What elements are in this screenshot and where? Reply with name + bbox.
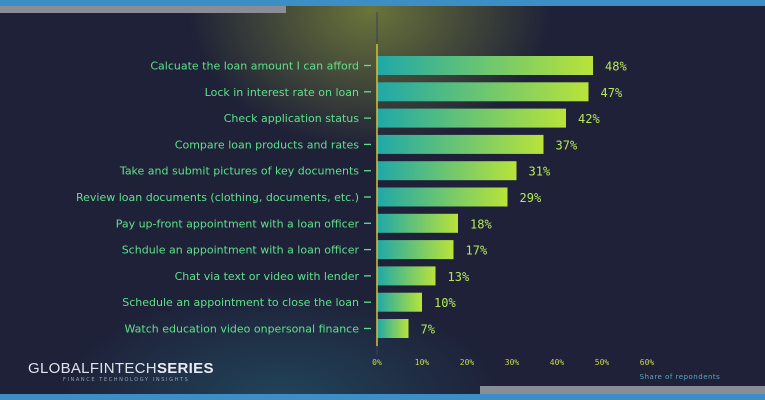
category-label: Compare loan products and rates <box>175 138 359 151</box>
x-tick-label: 0% <box>372 358 382 367</box>
x-tick-label: 10% <box>415 358 430 367</box>
value-label: 10% <box>434 296 456 310</box>
bar <box>377 266 436 286</box>
top-accent-bar <box>0 0 765 6</box>
value-label: 29% <box>520 191 542 205</box>
x-tick-label: 30% <box>505 358 520 367</box>
category-label: Take and submit pictures of key document… <box>119 165 359 178</box>
category-label: Review loan documents (clothing, documen… <box>76 191 359 204</box>
bar <box>377 240 454 260</box>
bar <box>377 213 458 233</box>
bar <box>377 187 508 207</box>
bar <box>377 134 544 154</box>
bar <box>377 108 566 128</box>
logo-text-secondary: SERIES <box>156 360 214 377</box>
bar <box>377 56 593 75</box>
bar <box>377 82 589 102</box>
bar <box>377 319 409 338</box>
value-label: 42% <box>578 112 600 126</box>
category-label: Pay up-front appointment with a loan off… <box>116 217 360 230</box>
category-label: Schdule an appointment with a loan offic… <box>122 244 360 257</box>
value-label: 13% <box>448 270 470 284</box>
category-label: Schedule an appointment to close the loa… <box>122 296 359 309</box>
bar <box>377 161 517 181</box>
category-label: Check application status <box>224 112 360 125</box>
category-label: Calcuate the loan amount I can afford <box>150 60 359 73</box>
global-fintech-series-logo: GLOBALFINTECHSERIES FINANCE TECHNOLOGY I… <box>28 360 214 384</box>
category-label: Lock in interest rate on loan <box>205 86 359 99</box>
x-tick-label: 50% <box>595 358 610 367</box>
x-tick-label: 20% <box>460 358 475 367</box>
bottom-right-gray-bar <box>480 386 765 394</box>
value-label: 48% <box>605 60 627 74</box>
bottom-accent-bar <box>0 394 765 400</box>
category-label: Watch education video onpersonal finance <box>125 323 360 336</box>
logo-text-primary: GLOBALFINTECH <box>28 360 157 377</box>
x-axis-label: Share of repondents <box>640 373 721 381</box>
bar <box>377 292 422 312</box>
x-tick-label: 60% <box>640 358 655 367</box>
value-label: 7% <box>421 323 436 337</box>
value-label: 17% <box>466 244 488 258</box>
value-label: 31% <box>529 165 551 179</box>
value-label: 18% <box>470 217 492 231</box>
logo-tagline: FINANCE TECHNOLOGY INSIGHTS <box>63 377 190 383</box>
value-label: 37% <box>556 138 578 152</box>
top-left-gray-bar <box>0 6 286 13</box>
x-tick-label: 40% <box>550 358 565 367</box>
category-label: Chat via text or video with lender <box>175 270 360 283</box>
value-label: 47% <box>601 86 623 100</box>
